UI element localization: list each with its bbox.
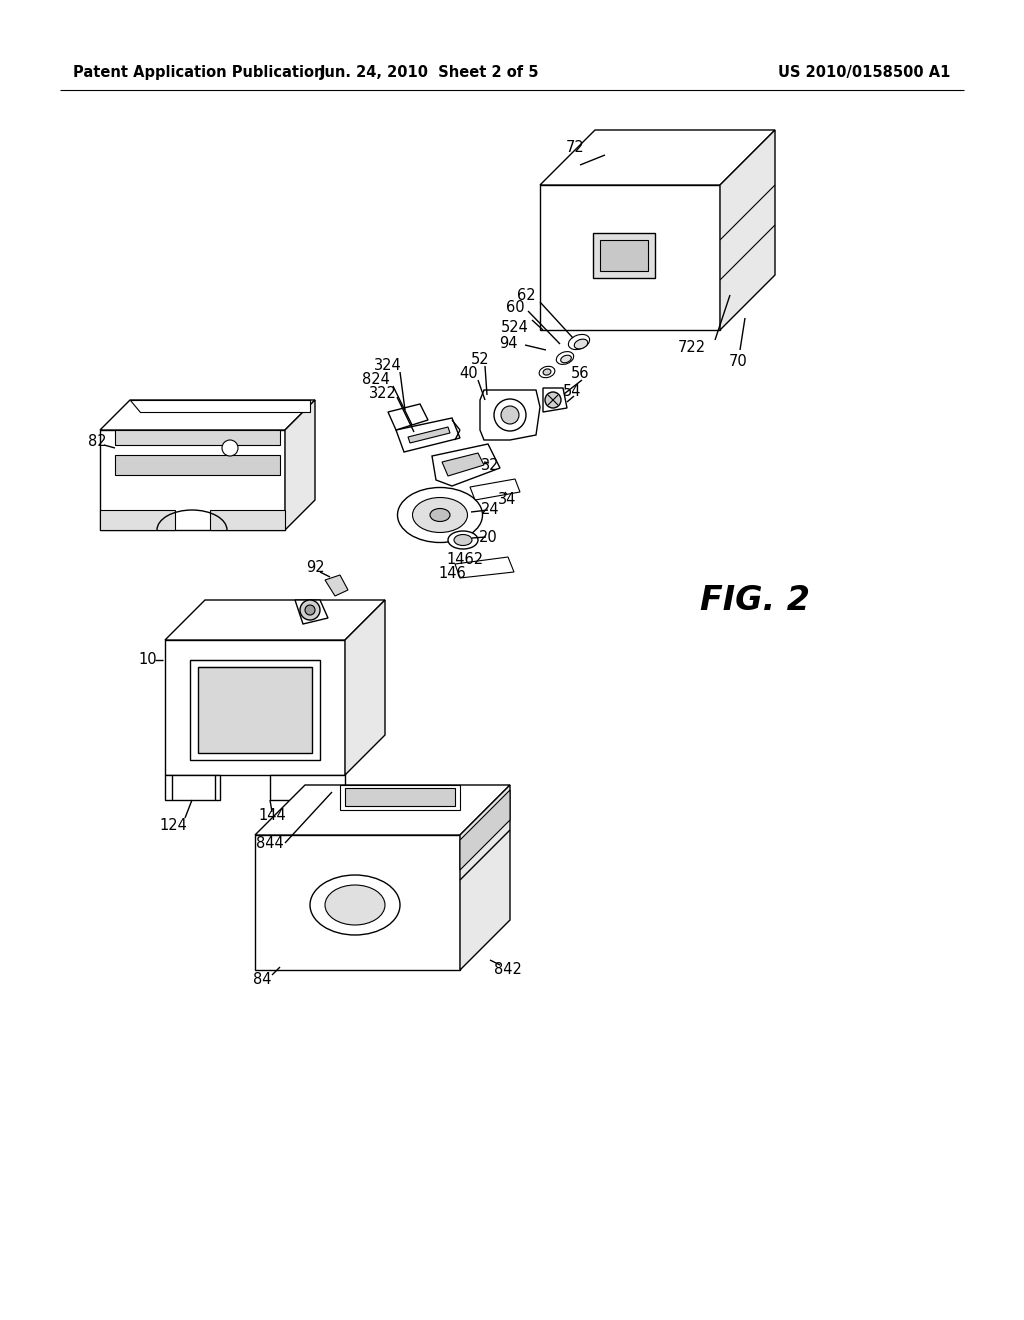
Text: US 2010/0158500 A1: US 2010/0158500 A1	[777, 65, 950, 79]
Polygon shape	[115, 430, 280, 445]
Text: 94: 94	[499, 337, 517, 351]
Polygon shape	[388, 404, 428, 430]
Polygon shape	[432, 444, 500, 486]
Polygon shape	[325, 576, 348, 597]
Ellipse shape	[310, 875, 400, 935]
Polygon shape	[210, 510, 285, 531]
Ellipse shape	[561, 355, 571, 363]
Ellipse shape	[397, 487, 482, 543]
Ellipse shape	[454, 535, 472, 545]
Polygon shape	[100, 430, 285, 531]
Text: 524: 524	[501, 321, 529, 335]
Text: 10: 10	[138, 652, 158, 668]
Text: 722: 722	[678, 341, 707, 355]
Text: 72: 72	[565, 140, 585, 156]
Text: 144: 144	[258, 808, 286, 822]
Circle shape	[494, 399, 526, 432]
Polygon shape	[396, 418, 460, 451]
Text: 84: 84	[253, 973, 271, 987]
Polygon shape	[165, 775, 220, 800]
Polygon shape	[285, 400, 315, 531]
Polygon shape	[165, 601, 385, 640]
Polygon shape	[455, 557, 514, 578]
Text: 124: 124	[159, 817, 187, 833]
Circle shape	[501, 407, 519, 424]
Polygon shape	[600, 240, 648, 271]
Text: Patent Application Publication: Patent Application Publication	[73, 65, 325, 79]
Polygon shape	[130, 400, 310, 412]
Ellipse shape	[568, 334, 590, 350]
Polygon shape	[460, 789, 510, 870]
Polygon shape	[255, 836, 460, 970]
Circle shape	[222, 440, 238, 455]
Polygon shape	[100, 400, 315, 430]
Polygon shape	[345, 601, 385, 775]
Circle shape	[305, 605, 315, 615]
Polygon shape	[165, 640, 345, 775]
Text: 32: 32	[480, 458, 500, 473]
Ellipse shape	[574, 339, 588, 348]
Text: 1462: 1462	[446, 553, 483, 568]
Polygon shape	[295, 601, 328, 624]
Text: 54: 54	[563, 384, 582, 400]
Polygon shape	[470, 479, 520, 500]
Text: 70: 70	[729, 355, 748, 370]
Polygon shape	[540, 129, 775, 185]
Polygon shape	[543, 388, 567, 412]
Text: 844: 844	[256, 836, 284, 850]
Polygon shape	[408, 426, 450, 444]
Text: 60: 60	[506, 301, 524, 315]
Ellipse shape	[413, 498, 468, 532]
Circle shape	[300, 601, 319, 620]
Text: 92: 92	[306, 560, 325, 574]
Polygon shape	[540, 185, 720, 330]
Text: 40: 40	[460, 367, 478, 381]
Polygon shape	[442, 453, 484, 477]
Polygon shape	[198, 667, 312, 752]
Text: 56: 56	[570, 367, 589, 381]
Text: 324: 324	[374, 358, 401, 372]
Polygon shape	[115, 455, 280, 475]
Text: FIG. 2: FIG. 2	[700, 583, 810, 616]
Polygon shape	[480, 389, 540, 440]
Ellipse shape	[449, 531, 478, 549]
Text: 34: 34	[498, 492, 516, 507]
Ellipse shape	[556, 351, 573, 364]
Ellipse shape	[325, 884, 385, 925]
Text: 20: 20	[478, 529, 498, 544]
Text: 146: 146	[438, 566, 466, 582]
Text: 82: 82	[88, 434, 106, 450]
Polygon shape	[255, 785, 510, 836]
Ellipse shape	[430, 508, 450, 521]
Text: 24: 24	[480, 503, 500, 517]
Text: 322: 322	[369, 385, 397, 400]
Circle shape	[545, 392, 561, 408]
Text: 842: 842	[494, 962, 522, 978]
Text: 52: 52	[471, 352, 489, 367]
Polygon shape	[593, 234, 655, 279]
Polygon shape	[720, 129, 775, 330]
Ellipse shape	[543, 368, 551, 375]
Text: 824: 824	[362, 372, 390, 388]
Polygon shape	[340, 785, 460, 810]
Polygon shape	[460, 785, 510, 970]
Ellipse shape	[540, 366, 555, 378]
Polygon shape	[270, 775, 345, 800]
Polygon shape	[100, 510, 175, 531]
Text: Jun. 24, 2010  Sheet 2 of 5: Jun. 24, 2010 Sheet 2 of 5	[321, 65, 540, 79]
Polygon shape	[345, 788, 455, 807]
Polygon shape	[190, 660, 319, 760]
Text: 62: 62	[517, 289, 536, 304]
